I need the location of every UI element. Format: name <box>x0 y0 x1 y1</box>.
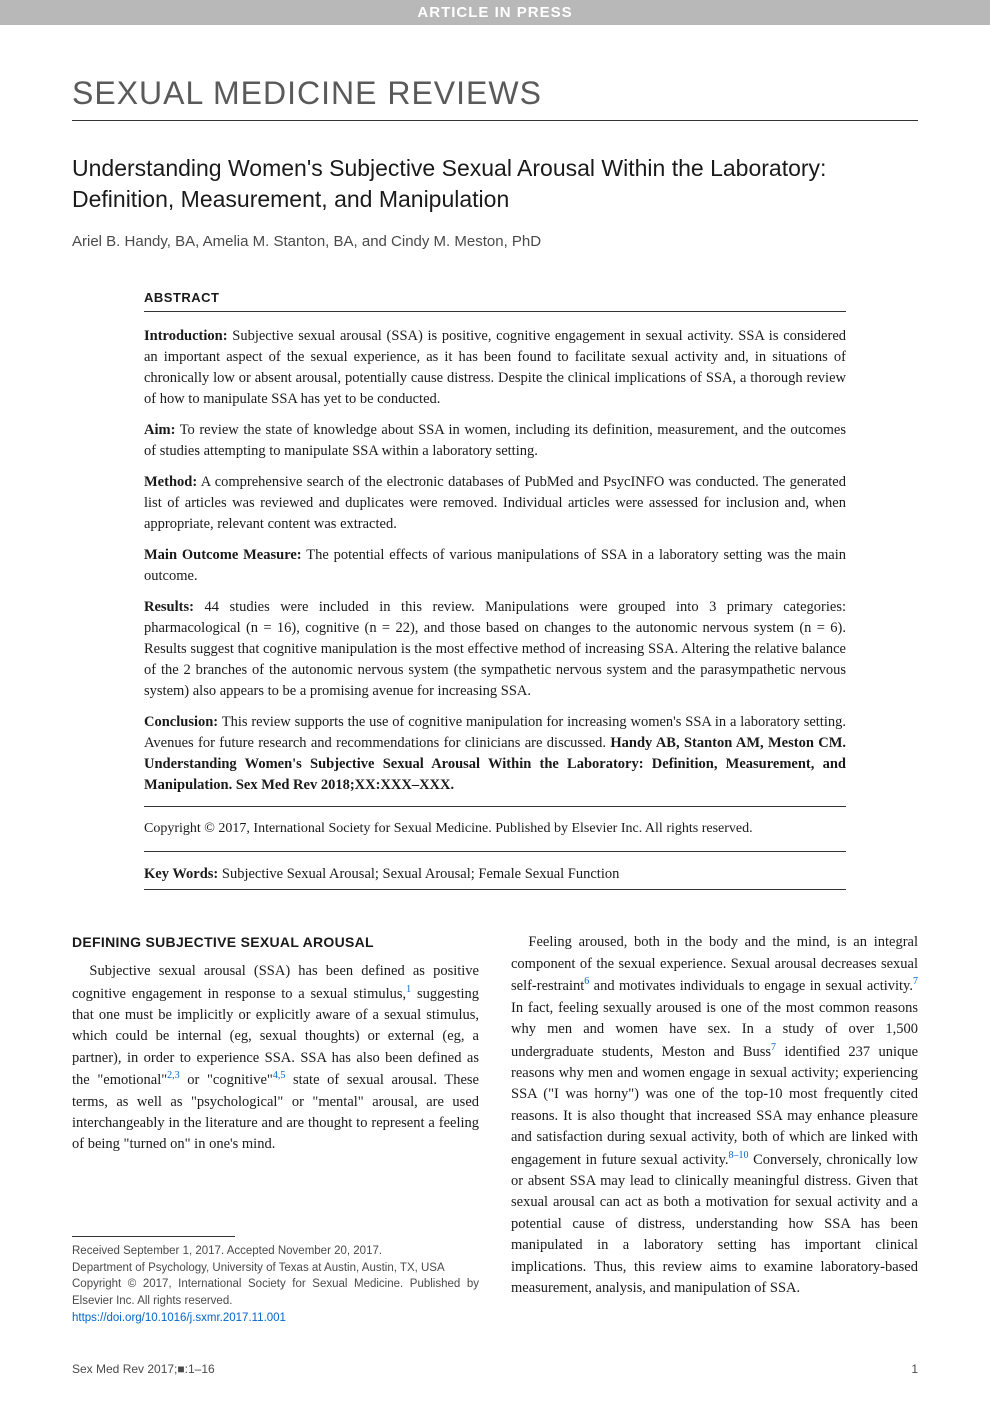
footer-meta-rule <box>72 1236 235 1237</box>
header-rule <box>72 120 918 121</box>
footer-meta: Received September 1, 2017. Accepted Nov… <box>72 1243 479 1326</box>
abstract-keywords-rule-bottom <box>144 889 846 890</box>
article-in-press-banner: ARTICLE IN PRESS <box>0 0 990 25</box>
ref-sup[interactable]: 4,5 <box>273 1070 286 1081</box>
abstract-label: Aim: <box>144 422 175 438</box>
page-footer-left: Sex Med Rev 2017;■:1–16 <box>72 1362 215 1376</box>
left-column: DEFINING SUBJECTIVE SEXUAL AROUSAL Subje… <box>72 932 479 1326</box>
ref-sup[interactable]: 7 <box>913 976 918 987</box>
keywords-label: Key Words: <box>144 866 218 882</box>
abstract-label: Conclusion: <box>144 714 218 730</box>
ref-sup[interactable]: 2,3 <box>167 1070 180 1081</box>
abstract-copyright: Copyright © 2017, International Society … <box>144 821 846 837</box>
keywords-line: Key Words: Subjective Sexual Arousal; Se… <box>144 866 846 883</box>
ref-sup[interactable]: 6 <box>584 976 589 987</box>
abstract-text: A comprehensive search of the electronic… <box>144 474 846 532</box>
ref-sup[interactable]: 8–10 <box>729 1150 749 1161</box>
footer-affiliation: Department of Psychology, University of … <box>72 1260 479 1277</box>
abstract-label: Results: <box>144 599 194 615</box>
ref-sup[interactable]: 7 <box>771 1042 776 1053</box>
footer-doi-link[interactable]: https://doi.org/10.1016/j.sxmr.2017.11.0… <box>72 1310 479 1327</box>
keywords-text: Subjective Sexual Arousal; Sexual Arousa… <box>222 866 619 882</box>
abstract-results: Results: 44 studies were included in thi… <box>144 597 846 702</box>
abstract-heading: ABSTRACT <box>144 290 846 305</box>
abstract-label: Introduction: <box>144 328 228 344</box>
ref-sup[interactable]: 1 <box>406 984 411 995</box>
journal-name: SEXUAL MEDICINE REVIEWS <box>72 75 918 112</box>
abstract-main-outcome: Main Outcome Measure: The potential effe… <box>144 545 846 587</box>
body-para-left: Subjective sexual arousal (SSA) has been… <box>72 961 479 1156</box>
page-footer-right: 1 <box>911 1362 918 1376</box>
abstract-introduction: Introduction: Subjective sexual arousal … <box>144 326 846 410</box>
abstract-text: 44 studies were included in this review.… <box>144 599 846 699</box>
body-para-right: Feeling aroused, both in the body and th… <box>511 932 918 1299</box>
abstract-text: To review the state of knowledge about S… <box>144 422 846 459</box>
abstract-method: Method: A comprehensive search of the el… <box>144 472 846 535</box>
article-title: Understanding Women's Subjective Sexual … <box>72 153 918 215</box>
abstract-block: ABSTRACT Introduction: Subjective sexual… <box>72 290 918 890</box>
section-heading-defining: DEFINING SUBJECTIVE SEXUAL AROUSAL <box>72 932 479 953</box>
abstract-conclusion: Conclusion: This review supports the use… <box>144 712 846 796</box>
abstract-label: Main Outcome Measure: <box>144 547 302 563</box>
page-footer: Sex Med Rev 2017;■:1–16 1 <box>72 1362 918 1376</box>
right-column: Feeling aroused, both in the body and th… <box>511 932 918 1326</box>
abstract-mid-rule <box>144 806 846 807</box>
footer-received: Received September 1, 2017. Accepted Nov… <box>72 1243 479 1260</box>
abstract-label: Method: <box>144 474 197 490</box>
authors-line: Ariel B. Handy, BA, Amelia M. Stanton, B… <box>72 233 918 250</box>
body-columns: DEFINING SUBJECTIVE SEXUAL AROUSAL Subje… <box>72 932 918 1326</box>
abstract-keywords-rule-top <box>144 851 846 852</box>
abstract-top-rule <box>144 311 846 312</box>
abstract-aim: Aim: To review the state of knowledge ab… <box>144 420 846 462</box>
abstract-text: Subjective sexual arousal (SSA) is posit… <box>144 328 846 407</box>
page-content: SEXUAL MEDICINE REVIEWS Understanding Wo… <box>0 25 990 1406</box>
